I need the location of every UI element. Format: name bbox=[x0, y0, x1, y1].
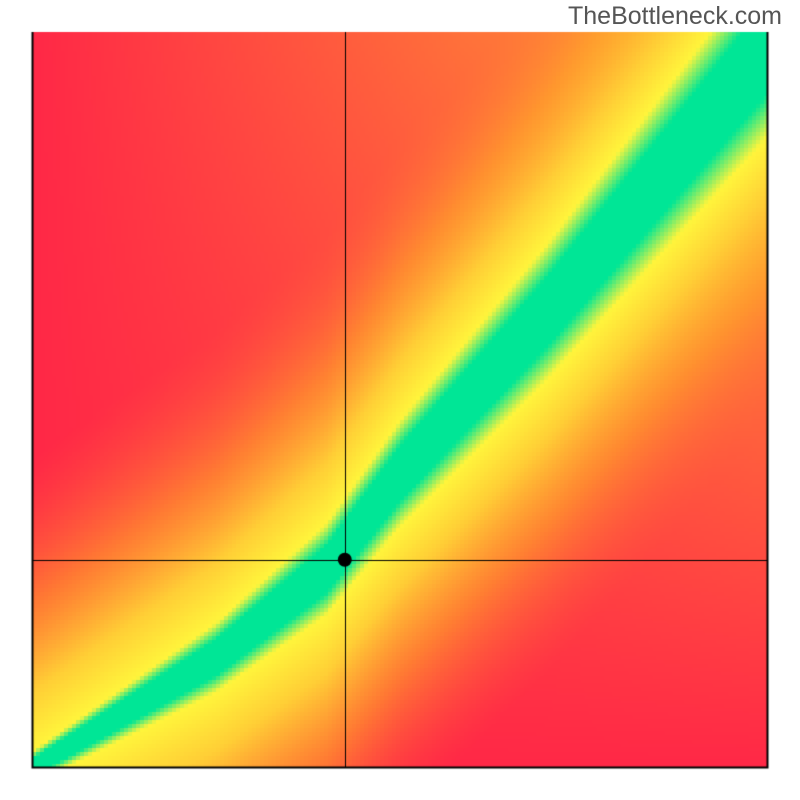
watermark-text: TheBottleneck.com bbox=[568, 2, 782, 31]
bottleneck-heatmap bbox=[0, 0, 800, 800]
